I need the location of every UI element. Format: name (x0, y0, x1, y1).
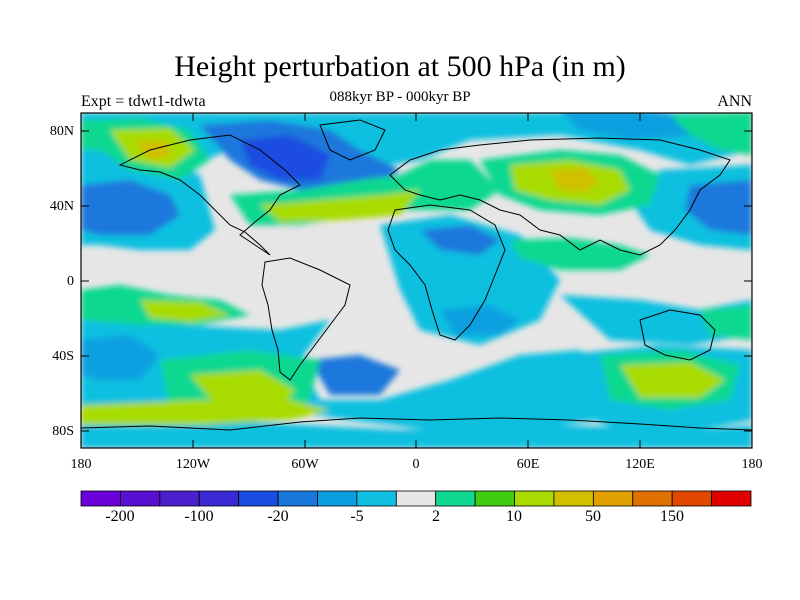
colorbar-box (395, 490, 437, 507)
coastline-africa (387, 204, 506, 341)
coastline-north-america (118, 134, 301, 256)
colorbar-box (238, 490, 279, 507)
colorbar-box (120, 490, 161, 507)
contour-region (140, 300, 230, 322)
lat-label-40n: 40N (49, 199, 74, 214)
colorbar-box (356, 490, 397, 507)
coastline-antarctica (81, 417, 752, 431)
experiment-label: Expt = tdwt1-tdwta (81, 93, 206, 110)
colorbar-box (435, 490, 476, 507)
lon-label-120e: 120E (625, 457, 655, 472)
contour-region (620, 362, 725, 398)
colorbar-label: -5 (350, 508, 364, 525)
colorbar-label: -100 (184, 508, 214, 525)
lat-label-80s: 80S (52, 424, 74, 439)
colorbar-box (317, 490, 358, 507)
contour-fill-layer (81, 113, 752, 448)
colorbar-box (159, 490, 200, 507)
plot-title: Height perturbation at 500 hPa (in m) (174, 50, 626, 83)
plot-subtitle: 088kyr BP - 000kyr BP (329, 89, 471, 105)
lon-label-180w: 180 (70, 457, 92, 472)
longitude-ticks (80, 113, 753, 448)
colorbar-label: 150 (660, 508, 684, 525)
lat-label-40s: 40S (52, 349, 74, 364)
colorbar-box (80, 490, 121, 507)
colorbar-box (632, 490, 673, 507)
colorbar-box (514, 490, 555, 507)
colorbar-boxes (80, 490, 752, 507)
lon-label-60w: 60W (291, 457, 319, 472)
colorbar-box (553, 490, 594, 507)
coastline-greenland (319, 119, 386, 161)
colorbar-label: -20 (267, 508, 289, 525)
contour-region (420, 225, 500, 255)
contour-region (510, 238, 650, 270)
colorbar-box (277, 490, 318, 507)
contour-region (440, 305, 520, 335)
contour-region (685, 180, 752, 235)
colorbar-box (474, 490, 515, 507)
colorbar-box (592, 490, 634, 507)
contour-region (135, 140, 172, 160)
lon-label-120w: 120W (175, 457, 211, 472)
contour-region (550, 168, 600, 192)
lat-label-0: 0 (67, 274, 74, 289)
contour-region (240, 135, 330, 180)
colorbar-box (711, 490, 752, 507)
contour-region (260, 190, 420, 222)
contour-region (81, 180, 180, 235)
colorbar-label: 2 (432, 508, 440, 525)
latitude-ticks (81, 130, 752, 432)
colorbar-label: 10 (506, 508, 522, 525)
coastline-australia (639, 309, 716, 361)
contour-region (81, 335, 160, 380)
contour-region (81, 400, 330, 425)
colorbar-label: -200 (105, 508, 135, 525)
lon-label-60e: 60E (516, 457, 540, 472)
contour-region (310, 355, 400, 395)
lat-label-80n: 80N (49, 124, 74, 139)
contour-region (700, 305, 752, 340)
colorbar-box (198, 490, 240, 507)
contour-region (560, 295, 752, 345)
colorbar-label: 50 (585, 508, 601, 525)
lon-label-180e: 180 (741, 457, 763, 472)
lon-label-0: 0 (412, 457, 420, 472)
season-label: ANN (717, 93, 752, 110)
coastline-eurasia (389, 137, 731, 256)
coastline-south-america (261, 257, 351, 381)
colorbar-box (671, 490, 712, 507)
contour-region (81, 422, 752, 448)
contour-region (670, 113, 752, 155)
coastlines (81, 119, 752, 431)
